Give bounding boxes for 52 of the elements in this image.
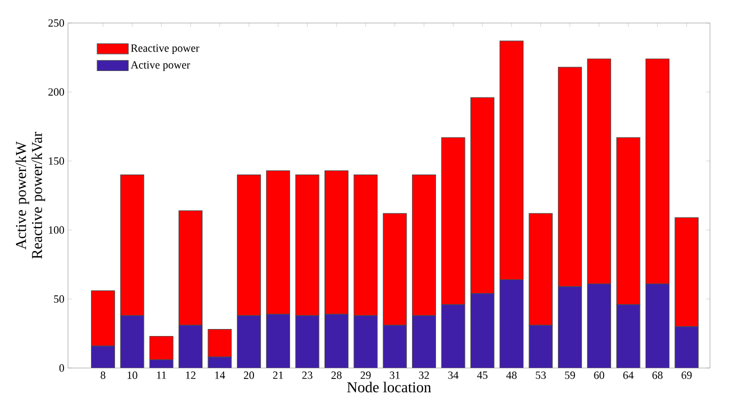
x-tick-label: 34 bbox=[448, 372, 459, 379]
bar bbox=[674, 326, 699, 368]
y-tick-label: 200 bbox=[48, 88, 64, 96]
x-tick-label: 68 bbox=[652, 372, 663, 379]
bar bbox=[442, 304, 465, 368]
x-tick-label: 23 bbox=[302, 372, 312, 379]
x-tick-label: 48 bbox=[506, 372, 517, 379]
bar bbox=[149, 336, 174, 360]
x-tick-label: 32 bbox=[419, 372, 429, 379]
legend-label: Reactive power bbox=[130, 44, 200, 54]
bar bbox=[412, 316, 436, 368]
x-tick-label: 31 bbox=[390, 372, 400, 379]
bar bbox=[500, 280, 524, 368]
bar bbox=[324, 314, 348, 368]
bar bbox=[354, 316, 378, 368]
bar bbox=[266, 314, 290, 368]
x-tick-label: 14 bbox=[215, 372, 226, 379]
y-tick-label: 150 bbox=[48, 157, 64, 165]
y-tick-label: 100 bbox=[48, 226, 64, 234]
bar bbox=[587, 284, 611, 368]
y-tick-label: 50 bbox=[54, 295, 64, 303]
x-tick-label: 8 bbox=[100, 372, 106, 379]
legend-label: Active power bbox=[130, 61, 190, 71]
x-tick-label: 28 bbox=[331, 372, 342, 379]
x-tick-label: 59 bbox=[565, 372, 575, 379]
x-tick-label: 10 bbox=[128, 372, 138, 379]
bar bbox=[529, 325, 552, 368]
x-tick-label: 64 bbox=[623, 372, 634, 379]
bar bbox=[383, 325, 406, 368]
x-tick-label: 69 bbox=[682, 372, 692, 379]
x-tick-label: 60 bbox=[594, 372, 604, 379]
bar bbox=[616, 304, 640, 368]
bar bbox=[237, 316, 261, 368]
x-tick-label: 21 bbox=[273, 372, 283, 379]
x-tick-label: 20 bbox=[244, 372, 254, 379]
bar bbox=[470, 293, 494, 368]
bar bbox=[296, 316, 319, 368]
x-tick-label: 53 bbox=[536, 372, 546, 379]
x-axis-title: Node location bbox=[347, 382, 432, 392]
bar bbox=[91, 346, 115, 368]
y-tick-label: 0 bbox=[59, 364, 64, 372]
x-tick-label: 45 bbox=[477, 372, 488, 379]
bar bbox=[646, 284, 670, 368]
x-tick-label: 12 bbox=[186, 372, 196, 379]
bar bbox=[208, 329, 232, 358]
y-tick-label: 250 bbox=[48, 19, 64, 27]
bar bbox=[120, 316, 144, 368]
x-tick-label: 11 bbox=[157, 372, 166, 379]
y-axis-title: Active power/kW Reactive power/kVar bbox=[16, 132, 46, 259]
x-tick-label: 29 bbox=[360, 372, 371, 379]
bar bbox=[558, 286, 582, 368]
bar bbox=[178, 325, 202, 368]
